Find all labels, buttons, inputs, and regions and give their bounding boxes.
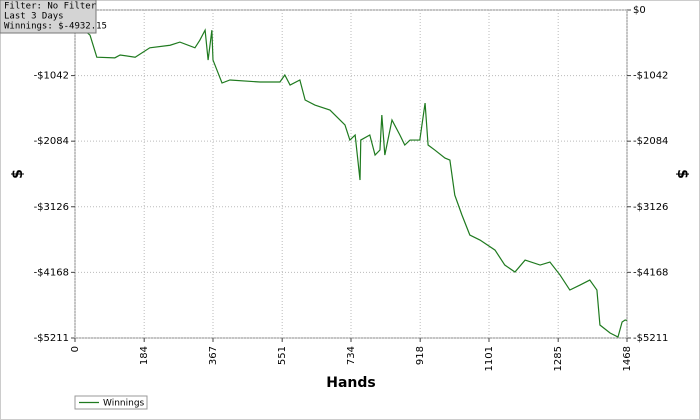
info-text: Last 3 Days [4, 12, 64, 22]
y2-tick-label: -$5211 [633, 333, 668, 344]
y-axis-title: $ [10, 169, 26, 179]
y2-tick-label: $0 [633, 5, 646, 16]
y-tick-label: -$5211 [34, 333, 69, 344]
y2-tick-label: -$4168 [633, 267, 668, 278]
x-tick-label: 184 [139, 346, 150, 365]
x-tick-label: 367 [208, 346, 219, 365]
x-tick-label: 1468 [622, 346, 633, 371]
y-tick-label: -$4168 [34, 267, 69, 278]
plot-area [74, 9, 628, 339]
x-tick-label: 918 [415, 346, 426, 365]
y2-tick-label: -$1042 [633, 71, 668, 82]
y-tick-label: -$3126 [34, 202, 69, 213]
legend-box [74, 395, 148, 410]
x-axis-title: Hands [326, 375, 376, 391]
info-text: Winnings: $-4932.15 [4, 22, 107, 32]
y-tick-label: -$2084 [34, 136, 69, 147]
info-box [0, 0, 97, 34]
info-text: Filter: No Filter [4, 2, 97, 12]
x-tick-label: 734 [346, 346, 357, 365]
x-tick-label: 551 [277, 346, 288, 365]
y2-tick-label: -$2084 [633, 136, 668, 147]
x-tick-label: 1285 [553, 346, 564, 371]
y-tick-label: -$1042 [34, 71, 69, 82]
y2-tick-label: -$3126 [633, 202, 668, 213]
x-tick-label: 1101 [484, 346, 495, 371]
y2-axis-title: $ [674, 169, 690, 179]
legend-label: Winnings [103, 399, 145, 409]
x-tick-label: 0 [70, 346, 81, 352]
series-line [74, 21, 628, 338]
